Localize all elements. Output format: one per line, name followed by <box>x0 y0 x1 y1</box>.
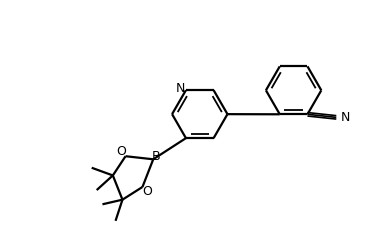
Text: N: N <box>176 82 185 95</box>
Text: N: N <box>341 111 350 124</box>
Text: O: O <box>116 145 126 158</box>
Text: B: B <box>152 150 161 163</box>
Text: O: O <box>142 185 152 198</box>
